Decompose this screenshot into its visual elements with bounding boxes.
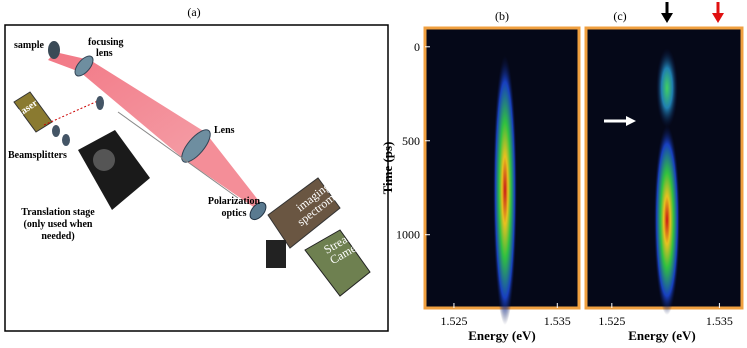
y-tick-label: 500 [402,134,420,148]
x-tick-label: 1.535 [544,314,571,328]
x-axis-label: Energy (eV) [628,328,696,343]
panel-label: (b) [495,9,509,23]
beamsplitter [52,125,60,137]
x-tick-label: 1.525 [440,314,467,328]
emission [656,48,678,128]
lens [181,129,211,163]
panel-label: (c) [613,9,626,23]
camera-body [266,240,286,268]
label-translation-stage: Translation stage (only used when needed) [21,207,95,242]
label-focusing-lens: focusing lens [88,37,124,59]
beam [48,52,205,160]
polarization-optics [249,201,267,221]
translation-stage [78,130,150,210]
line: (only used when [24,219,93,230]
label-polarization-optics: Polarization optics [208,196,261,219]
x-axis-label: Energy (eV) [468,328,536,343]
line: Translation stage [21,207,95,218]
line: needed) [41,231,74,242]
line: lens [96,48,113,59]
arrow-head [712,13,724,23]
line: focusing [88,37,124,48]
arrow-head [661,13,673,23]
streak-camera [304,229,371,297]
emission [493,55,517,325]
laser [13,91,53,133]
beam [185,132,262,210]
sample [48,41,60,59]
x-tick-label: 1.525 [598,314,625,328]
focusing-lens [74,55,94,77]
label-sample: sample [14,40,45,51]
y-axis-label: Time (ps) [380,142,395,195]
spectrometer [267,177,341,249]
y-tick-label: 0 [414,40,420,54]
panel-label: (a) [187,5,200,19]
optic [96,96,104,110]
label-lens: Lens [214,125,235,136]
panel-a-frame [4,24,389,332]
y-tick-label: 1000 [396,228,420,242]
line: Polarization [208,196,261,207]
arrow-head [626,116,636,126]
retroreflector [93,149,115,171]
leader [117,111,239,199]
line: optics [222,208,247,219]
x-tick-label: 1.535 [706,314,733,328]
beamsplitter [62,134,70,146]
label-beamsplitters: Beamsplitters [8,150,67,161]
emission [654,125,680,315]
